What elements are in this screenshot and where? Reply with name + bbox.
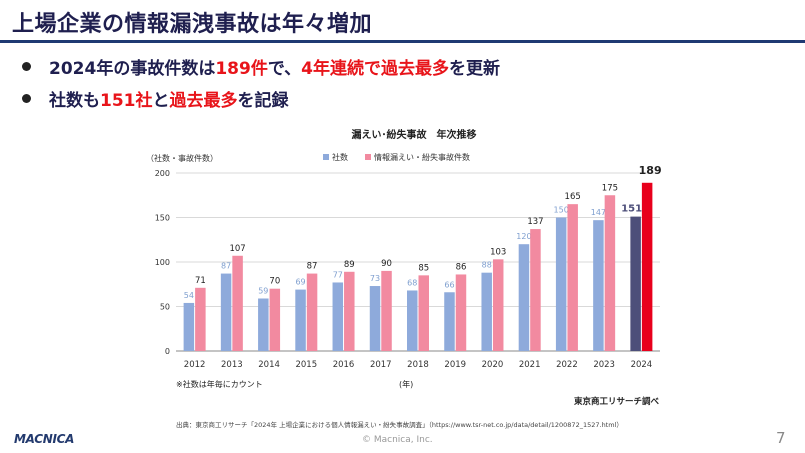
data-label-companies: 120 — [516, 232, 531, 241]
x-axis-unit-label: (年) — [399, 379, 413, 390]
data-label-companies: 54 — [184, 291, 194, 300]
x-tick-label: 2018 — [407, 360, 429, 370]
data-label-companies: 150 — [554, 206, 569, 215]
data-label-incidents: 85 — [418, 263, 429, 273]
data-label-companies: 66 — [444, 280, 454, 289]
x-tick-label: 2012 — [184, 360, 206, 370]
bar-companies — [295, 290, 306, 351]
legend-label-companies: 社数 — [332, 152, 348, 162]
y-axis-label: （社数・事故件数） — [146, 153, 218, 163]
bar-incidents — [567, 204, 578, 351]
x-tick-label: 2020 — [482, 360, 504, 370]
data-label-companies: 59 — [258, 286, 268, 295]
bar-incidents — [456, 274, 467, 351]
data-label-incidents: 90 — [381, 259, 392, 269]
x-tick-label: 2016 — [333, 360, 355, 370]
bar-companies — [221, 274, 232, 351]
legend-swatch-incidents — [365, 154, 371, 160]
chart-title: 漏えい･紛失事故 年次推移 — [352, 128, 477, 141]
bar-companies — [593, 220, 604, 351]
bar-incidents — [270, 289, 281, 351]
bar-incidents — [605, 195, 616, 351]
copyright: © Macnica, Inc. — [362, 435, 433, 445]
chart-legend: 社数 情報漏えい・紛失事故件数 — [323, 152, 470, 162]
data-label-incidents: 86 — [456, 262, 467, 272]
bar-companies — [556, 218, 567, 352]
x-tick-label: 2024 — [631, 360, 653, 370]
data-label-companies: 88 — [482, 261, 492, 270]
data-label-companies: 147 — [591, 208, 606, 217]
bar-companies — [370, 286, 381, 351]
bar-incidents — [642, 183, 653, 351]
data-label-companies: 68 — [407, 278, 417, 287]
y-tick-label: 100 — [155, 258, 170, 267]
data-label-incidents: 107 — [229, 244, 245, 254]
source-citation: 出典：東京商工リサーチ「2024年 上場企業における個人情報漏えい・紛失事故調査… — [176, 419, 623, 429]
y-tick-label: 50 — [160, 303, 170, 312]
x-tick-label: 2013 — [221, 360, 243, 370]
bar-incidents — [530, 229, 541, 351]
bar-incidents — [344, 272, 355, 351]
data-label-companies: 77 — [333, 270, 343, 279]
x-tick-label: 2019 — [444, 360, 466, 370]
bar-incidents — [381, 271, 392, 351]
bar-companies — [407, 290, 418, 351]
data-label-incidents: 175 — [602, 183, 618, 193]
bar-companies — [184, 303, 195, 351]
data-label-incidents: 137 — [527, 217, 543, 227]
data-label-incidents: 70 — [269, 277, 280, 287]
bar-companies — [630, 217, 641, 351]
x-tick-label: 2022 — [556, 360, 578, 370]
data-label-companies: 73 — [370, 274, 380, 283]
legend-swatch-companies — [323, 154, 329, 160]
data-label-companies: 87 — [221, 262, 231, 271]
bar-companies — [519, 244, 530, 351]
x-tick-label: 2021 — [519, 360, 541, 370]
data-label-incidents: 89 — [344, 260, 355, 270]
x-tick-label: 2015 — [295, 360, 317, 370]
y-tick-label: 0 — [165, 347, 170, 356]
bar-companies — [258, 298, 269, 351]
data-label-incidents: 103 — [490, 247, 506, 257]
bar-incidents — [195, 288, 206, 351]
legend-label-incidents: 情報漏えい・紛失事故件数 — [374, 152, 470, 162]
x-tick-label: 2017 — [370, 360, 392, 370]
data-label-companies: 151 — [621, 204, 642, 215]
y-tick-label: 200 — [155, 169, 170, 178]
data-credit: 東京商工リサーチ調べ — [574, 395, 659, 407]
data-label-incidents: 189 — [639, 164, 662, 177]
y-tick-label: 150 — [155, 214, 170, 223]
chart-footnote: ※社数は年毎にカウント — [176, 379, 263, 390]
bar-companies — [333, 282, 344, 351]
page-number: 7 — [776, 429, 786, 447]
macnica-logo: MACNICA — [14, 432, 74, 446]
data-label-companies: 69 — [295, 278, 305, 287]
bar-incidents — [232, 256, 243, 351]
x-tick-label: 2014 — [258, 360, 280, 370]
bar-incidents — [307, 274, 318, 351]
data-label-incidents: 71 — [195, 276, 206, 286]
data-label-incidents: 87 — [307, 262, 318, 272]
bar-incidents — [493, 259, 504, 351]
data-label-incidents: 165 — [565, 192, 581, 202]
bar-companies — [444, 292, 455, 351]
bar-incidents — [419, 275, 430, 351]
bar-companies — [481, 273, 492, 351]
x-tick-label: 2023 — [593, 360, 615, 370]
